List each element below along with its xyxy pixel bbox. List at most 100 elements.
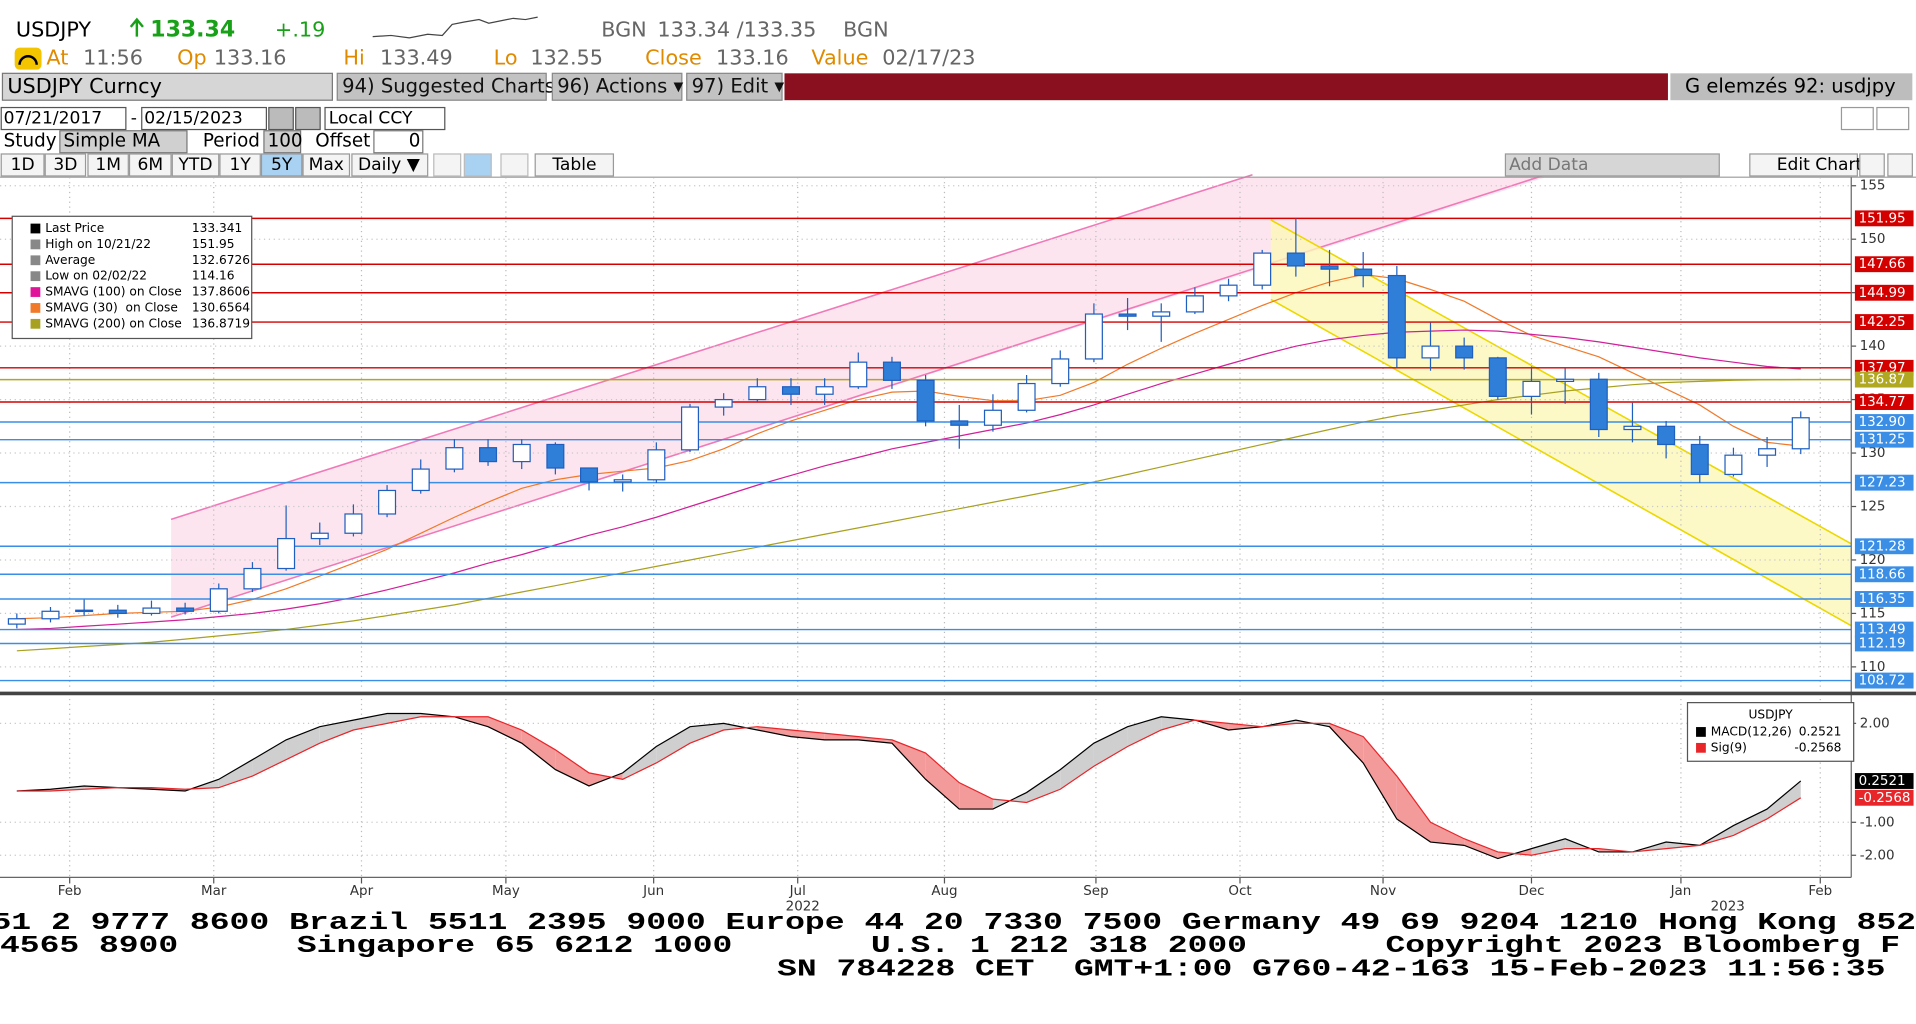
candle-body — [1051, 358, 1070, 385]
title-bar — [784, 73, 1668, 101]
price-source: BGN — [843, 18, 889, 42]
x-tick-label: Feb — [1808, 884, 1832, 899]
security-field[interactable] — [1, 72, 333, 101]
level-label-box — [1854, 591, 1914, 607]
legend-label: SMAVG (100) on Close — [45, 285, 182, 299]
y-tick-label: 125 — [1860, 500, 1886, 515]
range-button[interactable] — [302, 153, 351, 177]
range-button-label: 1M — [95, 155, 121, 175]
date-field[interactable] — [0, 106, 127, 131]
date-separator: - — [131, 109, 137, 129]
legend-marker — [30, 303, 41, 313]
study-field[interactable] — [59, 130, 188, 154]
candle-body — [512, 443, 531, 463]
legend-marker — [30, 318, 41, 329]
range-button[interactable] — [44, 153, 87, 177]
range-button[interactable] — [171, 153, 220, 177]
candle-body — [815, 386, 834, 395]
last-value-label: 0.2521 — [1859, 774, 1906, 789]
level-label: 127.23 — [1859, 476, 1906, 491]
level-label-box — [1854, 371, 1914, 388]
tool-button[interactable] — [433, 153, 462, 177]
legend-value: 151.95 — [192, 237, 235, 251]
period-field[interactable] — [263, 130, 302, 154]
study: Simple MA — [64, 131, 161, 152]
level-label-box — [1854, 474, 1914, 491]
range-button[interactable] — [87, 153, 129, 177]
y-tick-label: 120 — [1860, 553, 1886, 568]
redo-button[interactable] — [1876, 106, 1910, 131]
macd-fill — [1464, 838, 1498, 859]
legend-marker — [30, 223, 41, 234]
channel-line — [170, 173, 1253, 521]
date-field[interactable] — [141, 106, 267, 131]
candle-body — [1488, 357, 1507, 397]
range-button[interactable] — [219, 153, 261, 177]
candle-body — [310, 532, 329, 540]
macd-fill — [1127, 716, 1162, 747]
period: 100 — [268, 131, 303, 152]
range-button[interactable] — [128, 153, 172, 177]
price-change: +.19 — [275, 18, 325, 42]
candle-body — [1623, 425, 1642, 431]
toolbar-button[interactable] — [686, 72, 783, 101]
add-data: Add Data — [1509, 155, 1588, 175]
range-button[interactable] — [260, 153, 303, 177]
chart-icon-button[interactable] — [1887, 153, 1913, 177]
x-tick-label: Mar — [201, 884, 227, 899]
x-tick-label: Nov — [1370, 884, 1396, 899]
candle-body — [1253, 252, 1272, 286]
monitor-icon-gauge — [18, 55, 38, 65]
stat-label: Close — [645, 46, 702, 70]
macd-fill — [1093, 726, 1128, 767]
macd-legend — [1686, 702, 1855, 762]
tool-button[interactable] — [463, 153, 492, 177]
toolbar-button[interactable] — [336, 72, 547, 101]
page-title-box — [1670, 73, 1913, 101]
year-label: 2022 — [786, 900, 820, 915]
frequency-button[interactable] — [351, 153, 429, 177]
candle-body — [613, 479, 632, 483]
candle-body — [445, 447, 464, 470]
range-button[interactable] — [0, 153, 45, 177]
x-tick-label: Jul — [789, 884, 806, 899]
legend-value: 132.6726 — [192, 253, 250, 267]
add-data-field[interactable] — [1504, 153, 1720, 177]
level-label-box — [1854, 672, 1914, 689]
candle-body — [209, 588, 228, 612]
stat-value: 133.49 — [380, 46, 453, 70]
x-tick-label: Feb — [58, 884, 82, 899]
macd-fill — [488, 716, 522, 744]
footer-line: 4565 8900 Singapore 65 6212 1000 U.S. 1 … — [0, 933, 1900, 960]
edit-chart-button[interactable] — [1749, 153, 1858, 177]
candle-body — [1556, 378, 1575, 383]
price-source: BGN — [601, 18, 647, 42]
level-label: 113.49 — [1859, 623, 1906, 638]
scroll-button[interactable] — [295, 106, 321, 131]
candle-body — [479, 447, 498, 463]
range-button-label: Max — [309, 155, 344, 175]
candle-body — [1185, 295, 1204, 313]
level-label-box — [1854, 394, 1914, 410]
level-label: 108.72 — [1859, 674, 1906, 689]
candle-body — [1657, 425, 1676, 446]
tool-button[interactable] — [500, 153, 529, 177]
offset: 0 — [409, 131, 421, 152]
undo-button[interactable] — [1840, 106, 1874, 131]
toolbar-button-label: 94) Suggested Charts — [342, 74, 555, 97]
candle-body — [277, 537, 296, 570]
macd-fill — [1396, 776, 1431, 843]
currency-field[interactable] — [324, 106, 446, 131]
toolbar-button[interactable] — [551, 72, 683, 101]
candle-body — [1455, 345, 1474, 359]
legend-value: 0.2521 — [1799, 724, 1842, 738]
toolbar-button-label: 97) Edit ▾ — [692, 74, 785, 97]
table-button[interactable] — [534, 153, 615, 177]
scroll-button[interactable] — [268, 106, 294, 131]
last-value-label: -0.2568 — [1859, 791, 1911, 806]
offset-field[interactable] — [373, 130, 424, 154]
candle-body — [7, 618, 26, 625]
candle-body — [647, 449, 666, 481]
candle-body — [1084, 313, 1103, 360]
chart-icon-button[interactable] — [1859, 153, 1885, 177]
